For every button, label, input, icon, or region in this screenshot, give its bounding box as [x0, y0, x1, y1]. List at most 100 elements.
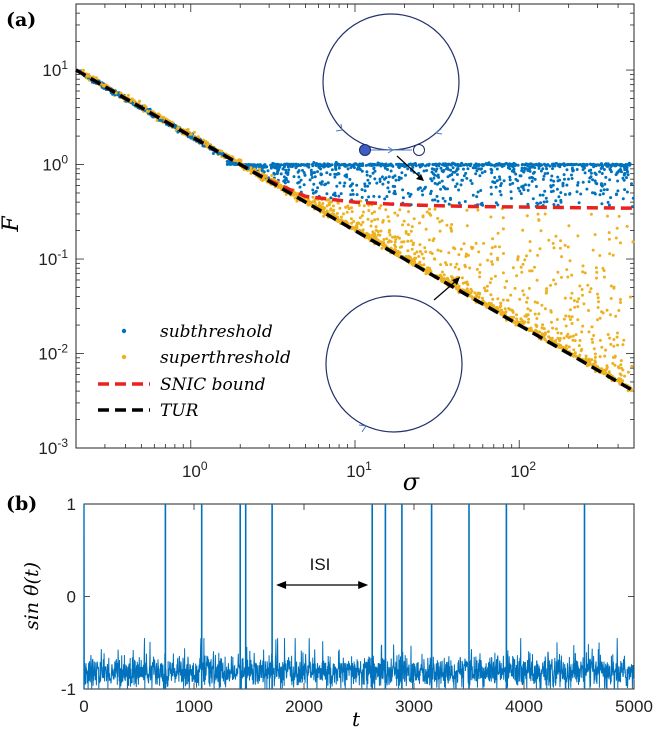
scatter-point — [571, 338, 575, 342]
scatter-point — [447, 251, 451, 255]
scatter-point — [572, 348, 576, 352]
scatter-point — [472, 166, 476, 170]
inset-top-pointer — [396, 155, 421, 178]
scatter-point — [446, 187, 449, 191]
isi-annotation: ISI — [276, 555, 369, 589]
scatter-point — [596, 296, 600, 300]
legend-subthreshold-label: subthreshold — [160, 322, 273, 342]
scatter-point — [628, 295, 632, 299]
scatter-point — [491, 297, 495, 301]
scatter-point — [578, 284, 582, 288]
scatter-point — [507, 307, 511, 310]
scatter-point — [597, 300, 600, 304]
scatter-point — [352, 219, 356, 223]
scatter-point — [465, 224, 469, 228]
scatter-point — [502, 252, 505, 255]
scatter-point — [493, 181, 497, 185]
scatter-point — [358, 164, 362, 168]
scatter-point — [455, 182, 459, 186]
scatter-point — [332, 208, 336, 212]
scatter-point — [424, 250, 428, 254]
scatter-point — [321, 202, 325, 205]
scatter-point — [546, 171, 550, 175]
scatter-point — [630, 182, 633, 186]
scatter-point — [378, 177, 382, 181]
scatter-point — [373, 218, 377, 222]
scatter-point — [603, 182, 607, 186]
scatter-point — [333, 172, 337, 176]
scatter-point — [554, 199, 558, 203]
scatter-point — [342, 212, 345, 216]
scatter-point — [296, 163, 300, 167]
scatter-point — [533, 312, 537, 316]
scatter-point — [585, 187, 589, 191]
scatter-point — [393, 235, 397, 239]
scatter-point — [572, 299, 576, 303]
scatter-point — [527, 286, 531, 290]
scatter-point — [409, 162, 413, 166]
scatter-point — [568, 308, 572, 312]
scatter-point — [247, 163, 251, 166]
scatter-point — [366, 217, 370, 221]
scatter-point — [509, 162, 512, 166]
scatter-point — [534, 328, 538, 332]
scatter-point — [523, 320, 527, 324]
scatter-point — [556, 331, 560, 335]
scatter-point — [416, 187, 420, 191]
scatter-point — [606, 200, 610, 204]
scatter-point — [501, 271, 505, 275]
scatter-point — [573, 339, 577, 343]
legend-snic-label: SNIC bound — [160, 375, 266, 395]
scatter-point — [455, 173, 459, 176]
scatter-point — [449, 168, 453, 172]
scatter-point — [428, 266, 432, 270]
scatter-point — [451, 162, 455, 166]
scatter-point — [464, 289, 468, 293]
scatter-point — [455, 262, 459, 266]
scatter-point — [355, 193, 359, 197]
scatter-point — [417, 255, 421, 258]
scatter-point — [514, 172, 518, 176]
scatter-point — [614, 314, 618, 318]
scatter-point — [446, 163, 450, 167]
scatter-point — [396, 162, 400, 166]
scatter-point — [609, 196, 613, 200]
scatter-point — [363, 189, 367, 193]
scatter-point — [499, 304, 503, 308]
scatter-point — [162, 116, 166, 119]
scatter-point — [279, 172, 283, 176]
scatter-point — [470, 182, 474, 185]
scatter-point — [586, 362, 590, 366]
scatter-point — [580, 288, 584, 291]
scatter-point — [378, 206, 381, 210]
scatter-point — [442, 273, 446, 277]
scatter-point — [357, 221, 361, 225]
scatter-point — [329, 208, 333, 212]
scatter-point — [301, 168, 304, 172]
scatter-point — [534, 185, 538, 188]
scatter-point — [569, 335, 572, 339]
scatter-point — [608, 167, 612, 171]
scatter-point — [405, 255, 409, 259]
scatter-point — [593, 191, 597, 195]
panel-a-lines — [75, 68, 635, 393]
scatter-point — [279, 183, 283, 187]
scatter-point — [349, 193, 353, 197]
scatter-point — [541, 323, 545, 327]
scatter-point — [211, 152, 215, 155]
scatter-point — [251, 163, 254, 167]
inset-top-pointer-head — [416, 174, 424, 181]
scatter-point — [412, 241, 415, 245]
scatter-point — [372, 163, 376, 166]
scatter-point — [372, 194, 376, 198]
scatter-point — [511, 310, 515, 314]
scatter-point — [235, 159, 239, 163]
scatter-point — [515, 274, 519, 278]
scatter-point — [381, 220, 385, 224]
scatter-point — [526, 307, 530, 311]
scatter-point — [576, 181, 580, 185]
scatter-point — [429, 192, 433, 196]
scatter-point — [478, 263, 482, 267]
scatter-point — [483, 170, 487, 173]
scatter-point — [374, 235, 378, 239]
